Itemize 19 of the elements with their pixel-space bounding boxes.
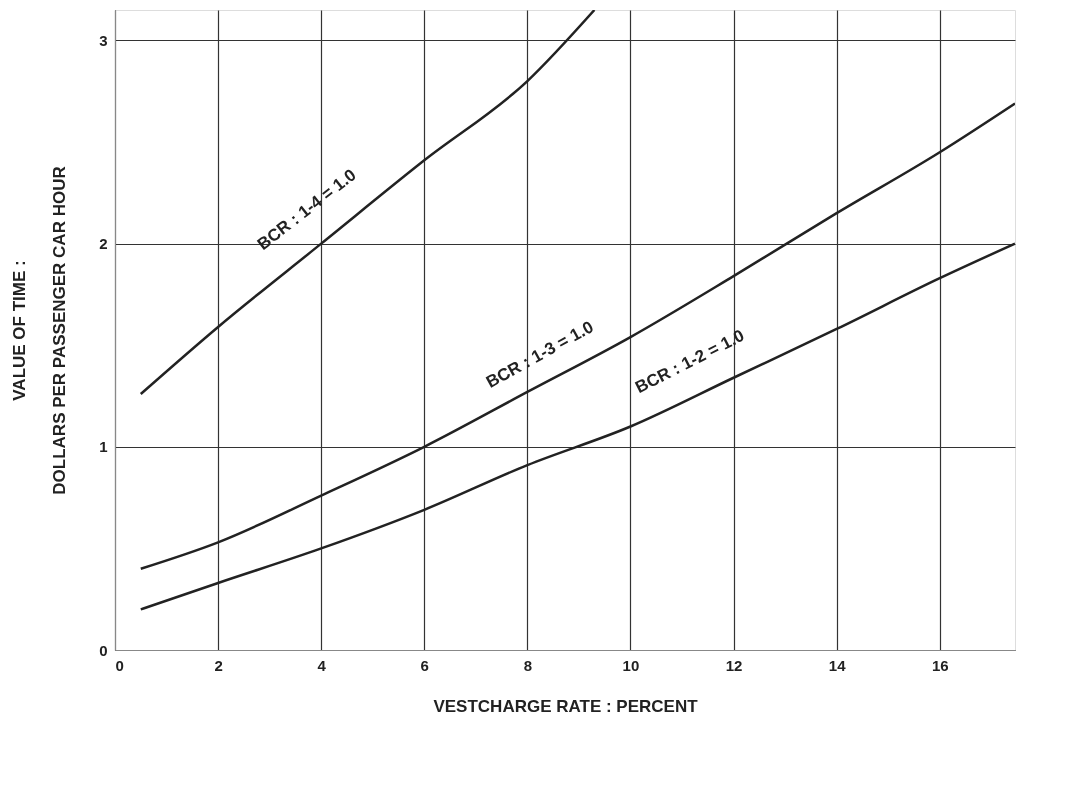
x-tick-label: 12 [725,656,743,674]
x-tick-label: 6 [420,656,429,674]
x-tick-label: 8 [523,656,533,674]
x-tick-label: 10 [622,656,640,674]
x-tick-label: 16 [931,656,949,674]
y-tick-label: 2 [99,235,108,253]
y-tick-label: 1 [99,438,108,456]
y-tick-label: 0 [99,641,108,659]
annotation: BCR : 1-3 = 1.0 [482,317,597,392]
x-tick-label: 4 [317,656,327,674]
annotation: BCR : 1-2 = 1.0 [632,325,748,398]
line-series [139,10,596,396]
line-series [139,102,1015,570]
text: VALUE OF TIME : DOLLARS PER PASSENGER CAR HOUR [10,166,70,495]
y-tick-label: 3 [99,31,108,49]
x-axis-title: VESTCHARGE RATE : PERCENT [433,696,699,716]
x-tick-label: 14 [828,656,847,674]
x-tick-label: 0 [115,656,124,674]
x-tick-label: 2 [214,656,223,674]
